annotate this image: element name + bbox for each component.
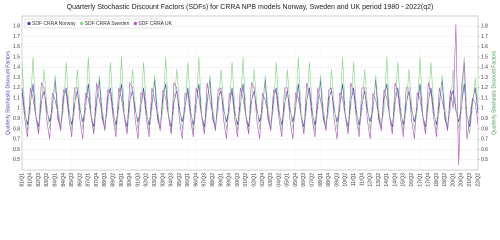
x-tick-label: 11/Q4: [359, 173, 365, 186]
y2-axis-title: Quarterly Stochastic Discount Factors: [491, 51, 497, 135]
y2-tick-label: 1.4: [481, 65, 488, 71]
x-tick-label: 15/Q3: [401, 173, 407, 187]
x-tick-label: 88/Q3: [102, 173, 108, 187]
x-tick-label: 14/Q4: [392, 173, 398, 187]
y2-tick-label: 0.7: [481, 137, 488, 143]
legend-marker: [27, 21, 31, 26]
legend-label: SDF CRRA Sweden: [85, 21, 130, 27]
x-tick-label: 08/Q4: [326, 173, 332, 187]
y-tick-label: 0.6: [13, 147, 20, 153]
x-tick-label: 93/Q4: [160, 173, 166, 187]
y2-tick-label: 1.8: [481, 24, 488, 30]
y2-tick-label: 0.8: [481, 126, 488, 132]
x-tick-label: 84/Q4: [61, 173, 67, 187]
x-tick-label: 21/Q3: [467, 173, 473, 187]
x-tick-label: 90/Q1: [119, 173, 125, 187]
legend-marker: [133, 21, 137, 26]
y2-tick-label: 1.1: [481, 95, 488, 101]
x-tick-label: 99/Q4: [227, 173, 233, 187]
y-tick-label: 0.5: [13, 157, 20, 163]
x-tick-label: 22/Q2: [475, 173, 481, 187]
y2-tick-label: 1.3: [481, 75, 488, 81]
y2-tick-label: 0.9: [481, 116, 488, 122]
y-tick-label: 1: [17, 106, 20, 112]
x-tick-label: 82/Q3: [36, 173, 42, 187]
y-tick-label: 0.8: [13, 126, 20, 132]
x-tick-label: 83/Q2: [44, 173, 50, 187]
legend-label: SDF CRRA Norway: [32, 21, 76, 27]
y-tick-label: 0.9: [13, 116, 20, 122]
x-tick-label: 07/Q2: [310, 173, 316, 187]
x-tick-label: 05/Q1: [285, 173, 291, 187]
x-tick-label: 17/Q4: [426, 173, 432, 187]
x-tick-label: 00/Q3: [235, 173, 241, 187]
y-tick-label: 1.8: [13, 24, 20, 30]
y-tick-label: 0.7: [13, 137, 20, 143]
x-tick-label: 12/Q3: [368, 173, 374, 187]
legend-box: [24, 18, 162, 29]
y-tick-label: 1.6: [13, 44, 20, 50]
x-tick-label: 02/Q1: [251, 173, 257, 187]
x-tick-label: 04/Q2: [276, 173, 282, 187]
x-tick-label: 87/Q4: [94, 173, 100, 187]
y-tick-label: 1.5: [13, 54, 20, 60]
y-tick-label: 1.3: [13, 75, 20, 81]
x-tick-label: 05/Q4: [293, 173, 299, 187]
x-tick-label: 84/Q1: [52, 173, 58, 187]
x-tick-label: 16/Q2: [409, 173, 415, 187]
x-tick-label: 96/Q1: [185, 173, 191, 187]
x-tick-label: 90/Q4: [127, 173, 133, 187]
y2-tick-label: 1.2: [481, 85, 488, 91]
x-tick-label: 11/Q1: [351, 173, 357, 186]
x-tick-label: 94/Q3: [169, 173, 175, 187]
x-tick-label: 20/Q4: [459, 173, 465, 187]
x-tick-label: 20/Q1: [450, 173, 456, 187]
x-tick-label: 03/Q3: [268, 173, 274, 187]
x-tick-label: 97/Q3: [202, 173, 208, 187]
x-tick-label: 99/Q1: [218, 173, 224, 187]
chart: Quarterly Stochastic Discount Factors (S…: [5, 4, 497, 187]
x-tick-label: 08/Q1: [318, 173, 324, 187]
series-line: [21, 24, 479, 165]
y-tick-label: 1.4: [13, 65, 20, 71]
y2-tick-label: 1.7: [481, 34, 488, 40]
x-tick-label: 18/Q3: [434, 173, 440, 187]
legend-marker: [80, 21, 84, 26]
y2-tick-label: 0.5: [481, 157, 488, 163]
x-tick-label: 17/Q1: [417, 173, 423, 187]
x-tick-label: 86/Q2: [77, 173, 83, 187]
y2-tick-label: 0.6: [481, 147, 488, 153]
x-tick-label: 92/Q2: [144, 173, 150, 187]
x-tick-label: 81/Q4: [28, 173, 34, 187]
x-tick-label: 06/Q3: [301, 173, 307, 187]
x-tick-label: 95/Q2: [177, 173, 183, 187]
x-tick-label: 81/Q1: [19, 173, 25, 187]
x-tick-label: 89/Q2: [111, 173, 117, 187]
x-tick-label: 98/Q2: [210, 173, 216, 187]
x-tick-label: 10/Q2: [343, 173, 349, 187]
chart-title: Quarterly Stochastic Discount Factors (S…: [67, 4, 434, 11]
x-tick-label: 01/Q2: [243, 173, 249, 187]
x-tick-label: 87/Q1: [86, 173, 92, 187]
x-tick-label: 91/Q3: [135, 173, 141, 187]
x-tick-label: 14/Q1: [384, 173, 390, 187]
x-tick-label: 02/Q4: [260, 173, 266, 187]
y-axis-title: Quarterly Stochastic Discount Factors: [5, 51, 11, 135]
x-tick-label: 19/Q2: [442, 173, 448, 187]
y-tick-label: 1.7: [13, 34, 20, 40]
x-tick-label: 09/Q3: [334, 173, 340, 187]
x-tick-label: 93/Q1: [152, 173, 158, 187]
y2-tick-label: 1.5: [481, 54, 488, 60]
y-tick-label: 1.2: [13, 85, 20, 91]
x-tick-label: 96/Q4: [193, 173, 199, 187]
x-tick-label: 13/Q2: [376, 173, 382, 187]
y-tick-label: 1.1: [13, 95, 20, 101]
y2-tick-label: 1.6: [481, 44, 488, 50]
y2-tick-label: 1: [481, 106, 484, 112]
x-tick-label: 85/Q3: [69, 173, 75, 187]
legend-label: SDF CRRA UK: [138, 21, 172, 27]
